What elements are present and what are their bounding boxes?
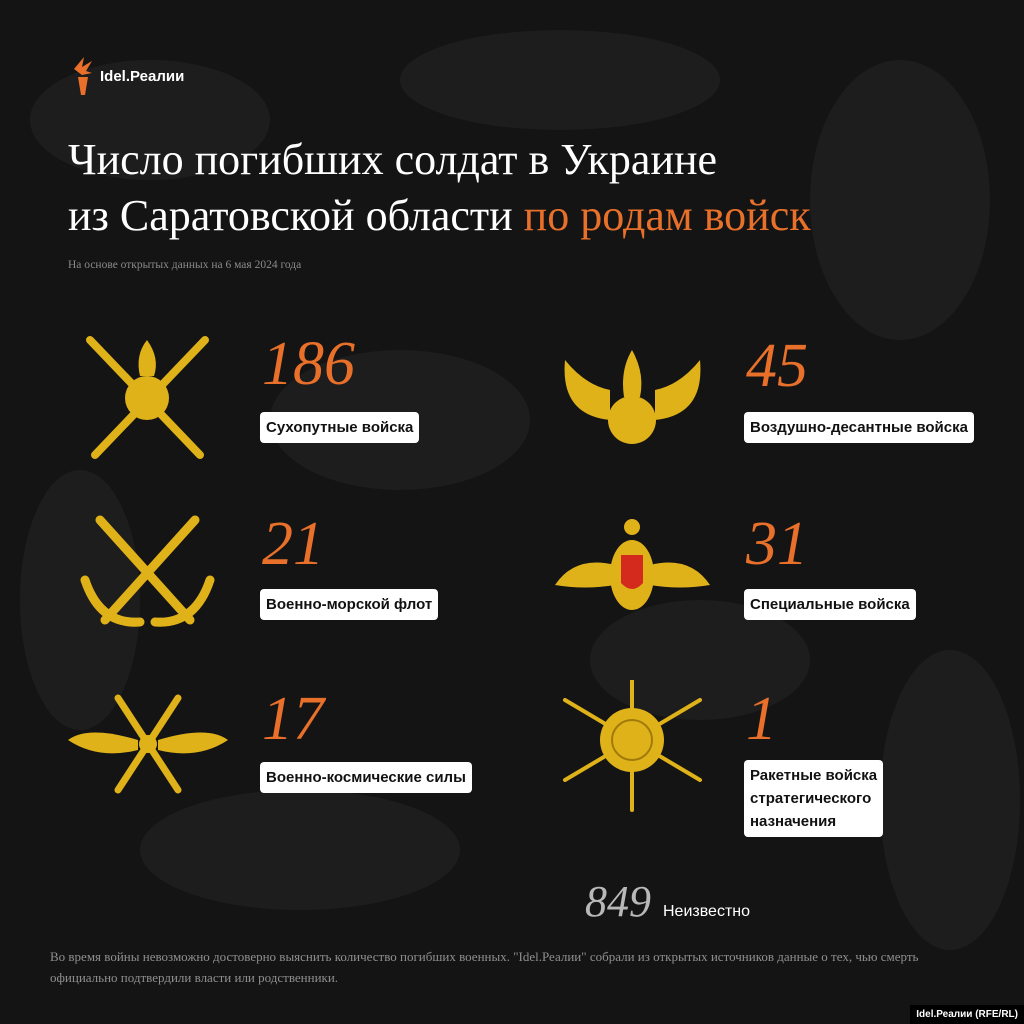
credit: Idel.Реалии (RFE/RL) [910,1005,1024,1024]
count-value: 186 [262,330,355,398]
footnote: Во время войны невозможно достоверно выя… [50,949,919,985]
category-label: Специальные войска [744,589,916,620]
unknown-value: 849 [585,877,651,926]
double-headed-eagle-icon [555,519,710,610]
category-label: Сухопутные войска [260,412,420,443]
title-plain: из Саратовской области [68,191,524,240]
title-line-1: Число погибших солдат в Украине [68,135,718,184]
crossed-swords-grenade-icon [86,336,209,459]
category-label: Военно-космические силы [260,762,472,793]
category-label: Воздушно-десантные войска [744,412,974,443]
winged-propeller-icon [68,694,228,794]
title-line-2: из Саратовской области по родам войск [68,188,811,244]
torch-logo-icon [74,57,92,95]
count-value: 1 [746,685,777,753]
logo-text: Idel.Реалии [100,67,185,85]
category-label: Ракетные войска стратегического назначен… [744,760,884,837]
title-accent: по родам войск [523,191,811,240]
crossed-anchors-icon [80,515,215,627]
unknown-label: Неизвестно [663,903,751,920]
winged-grenade-icon [564,350,701,444]
subtitle: На основе открытых данных на 6 мая 2024 … [68,259,302,271]
count-value: 45 [746,332,808,400]
sun-arrows-sword-icon [563,680,702,812]
count-value: 17 [262,685,324,753]
category-label: Военно-морской флот [260,589,439,620]
page-title: Число погибших солдат в Украине из Сарат… [68,132,811,244]
logo: Idel.Реалии [70,55,184,97]
count-value: 21 [262,510,324,578]
unknown-count: 849 Неизвестно [585,876,750,927]
count-value: 31 [746,510,808,578]
